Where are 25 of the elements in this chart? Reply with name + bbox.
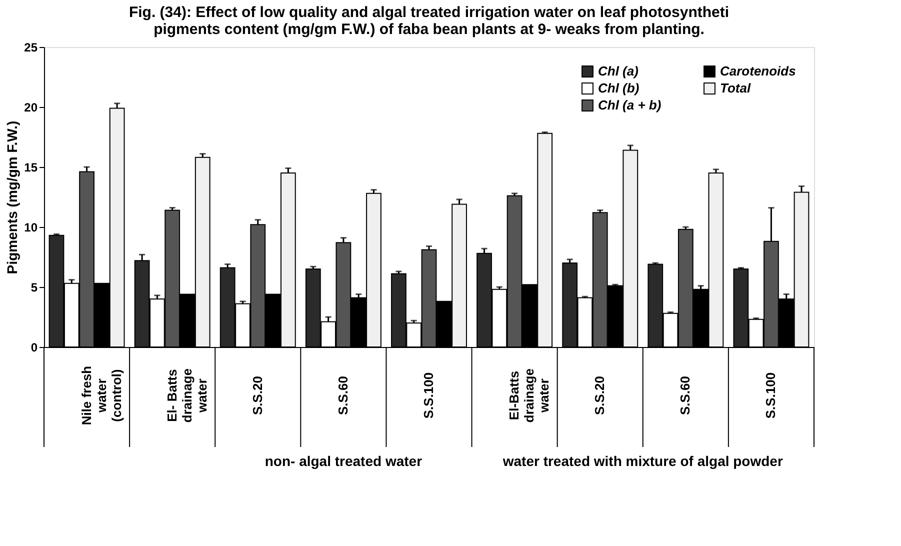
x-tick-label: S.S.100 xyxy=(763,372,778,419)
y-tick-label: 5 xyxy=(30,280,38,294)
x-tick-label: S.S.20 xyxy=(250,376,265,416)
x-tick-label: S.S.20 xyxy=(592,376,608,416)
y-axis-title: Pigments (mg/gm F.W.) xyxy=(4,120,20,274)
x-tick-label: S.S.60 xyxy=(335,376,350,416)
legend-label: Chl (b) xyxy=(598,80,640,96)
x-tick-label: S.S.100 xyxy=(421,372,436,419)
y-tick-label: 15 xyxy=(24,160,38,174)
legend-label: Total xyxy=(720,80,751,96)
legend-label: Carotenoids xyxy=(720,64,796,79)
y-tick-label: 20 xyxy=(24,100,38,114)
y-tick-label: 10 xyxy=(24,220,38,234)
x-tick-label: El-Batts drainage water xyxy=(506,368,552,423)
text: non- algal treated water xyxy=(264,453,423,469)
legend-label: Chl (a + b) xyxy=(598,98,662,112)
x-tick-label: Nile fresh water (control) xyxy=(78,366,124,426)
text: Fig. (34): Effect of low quality and algal treated irrigation water on leaf photosyntheti xyxy=(128,4,730,21)
text: pigments content (mg/gm F.W.) of faba bean plants at 9- weaks from planting. xyxy=(154,21,704,38)
x-tick-label: El- Batts drainage water xyxy=(164,368,210,423)
y-tick-label: 25 xyxy=(24,40,38,54)
x-tick-label: S.S.60 xyxy=(678,376,693,416)
y-tick-label: 0 xyxy=(30,340,38,354)
text: water treated with mixture of algal powder xyxy=(502,453,784,469)
legend-label: Chl (a) xyxy=(598,64,638,79)
